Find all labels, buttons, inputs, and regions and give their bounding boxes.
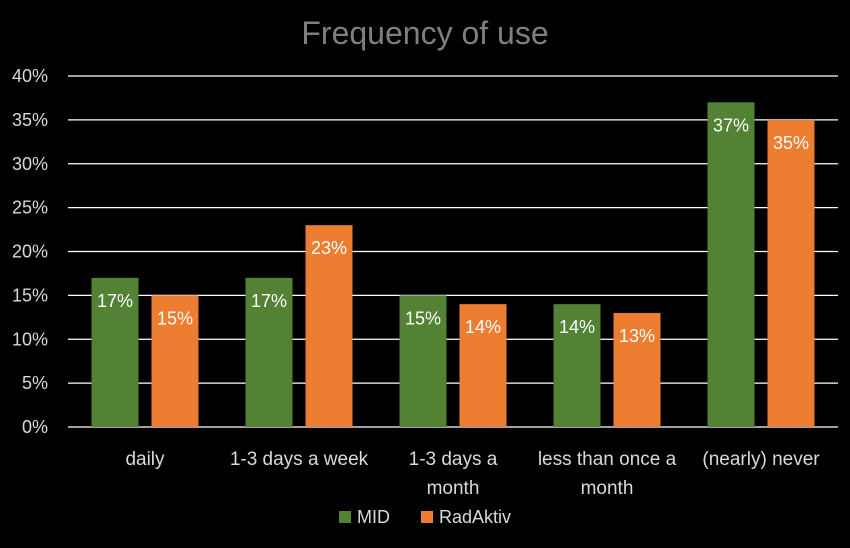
y-tick-label: 15%: [12, 285, 48, 305]
bars: [91, 102, 815, 427]
y-tick-label: 20%: [12, 242, 48, 262]
y-tick-label: 35%: [12, 110, 48, 130]
x-category-label-line: 1-3 days a: [409, 449, 498, 470]
bar-mid: [399, 295, 447, 427]
bar-radaktiv: [459, 304, 507, 427]
y-tick-label: 25%: [12, 198, 48, 218]
legend-swatch-mid: [339, 511, 351, 523]
bar-mid: [91, 277, 139, 427]
data-label: 14%: [465, 317, 501, 337]
y-tick-label: 10%: [12, 329, 48, 349]
x-category-label: less than once a month: [538, 449, 677, 499]
y-tick-label: 0%: [22, 417, 48, 437]
bar-radaktiv: [613, 312, 661, 427]
x-category-label: daily: [125, 449, 165, 470]
x-category-label: 1-3 days a week: [230, 449, 369, 470]
bar-radaktiv: [151, 295, 199, 427]
bar-mid: [707, 102, 755, 427]
y-tick-label: 5%: [22, 373, 48, 393]
data-label: 15%: [157, 308, 193, 328]
x-category-label-line: (nearly) never: [702, 449, 820, 470]
y-tick-label: 40%: [12, 66, 48, 86]
data-labels: 17% 15% 17% 23% 15% 14% 14% 13% 37% 35%: [97, 115, 809, 346]
x-category-label: (nearly) never: [702, 449, 820, 470]
data-label: 37%: [713, 115, 749, 135]
y-axis-ticks: 0% 5% 10% 15% 20% 25% 30% 35% 40%: [12, 66, 48, 437]
bar-mid: [245, 277, 293, 427]
x-category-label-line: 1-3 days a week: [230, 449, 369, 470]
x-category-label-line: month: [427, 478, 480, 499]
legend-label-mid: MID: [357, 507, 390, 527]
bar-mid: [553, 304, 601, 427]
x-axis-categories: daily 1-3 days a week 1-3 days a monthless …: [125, 449, 820, 499]
data-label: 35%: [773, 133, 809, 153]
data-label: 15%: [405, 308, 441, 328]
data-label: 17%: [251, 291, 287, 311]
bar-radaktiv: [767, 119, 815, 427]
data-label: 23%: [311, 238, 347, 258]
legend-swatch-radaktiv: [421, 511, 433, 523]
x-category-label: 1-3 days a month: [409, 449, 498, 499]
data-label: 14%: [559, 317, 595, 337]
x-category-label-line: month: [581, 478, 634, 499]
x-category-label-line: less than once a: [538, 449, 677, 470]
x-category-label-line: daily: [125, 449, 165, 470]
legend-label-radaktiv: RadAktiv: [439, 507, 511, 527]
data-label: 13%: [619, 326, 655, 346]
data-label: 17%: [97, 291, 133, 311]
y-tick-label: 30%: [12, 154, 48, 174]
chart-title: Frequency of use: [301, 15, 548, 51]
legend: MID RadAktiv: [339, 507, 511, 527]
bar-radaktiv: [305, 225, 353, 427]
